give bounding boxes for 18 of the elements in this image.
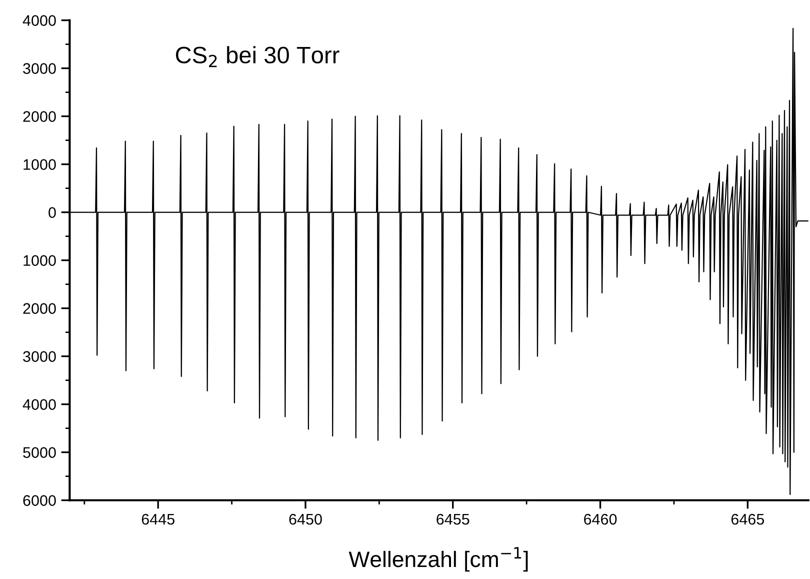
y-tick-label: 3000 (23, 351, 56, 362)
x-tick-label: 6465 (731, 514, 764, 525)
y-tick-label: 1000 (24, 159, 56, 170)
y-tick-label: 3000 (23, 63, 56, 74)
x-tick-label: 6445 (142, 514, 174, 525)
y-tick-label: 1000 (24, 255, 56, 266)
x-tick-label: 6455 (436, 514, 470, 525)
y-tick-label: 4000 (22, 15, 56, 26)
y-tick-label: 6000 (23, 495, 56, 506)
x-tick-label: 6450 (289, 514, 322, 525)
y-tick-label: 0 (48, 207, 56, 218)
y-tick-label: 4000 (22, 399, 56, 410)
y-tick-label: 5000 (23, 447, 56, 458)
y-tick-label: 2000 (23, 111, 56, 122)
x-tick-label: 6460 (584, 514, 617, 525)
annotation: CS$_{2}$ bei 30 Torr (176, 46, 340, 68)
y-tick-label: 2000 (23, 303, 56, 314)
x-axis-title: Wellenzahl [cm$^{−1}$] (348, 547, 528, 572)
